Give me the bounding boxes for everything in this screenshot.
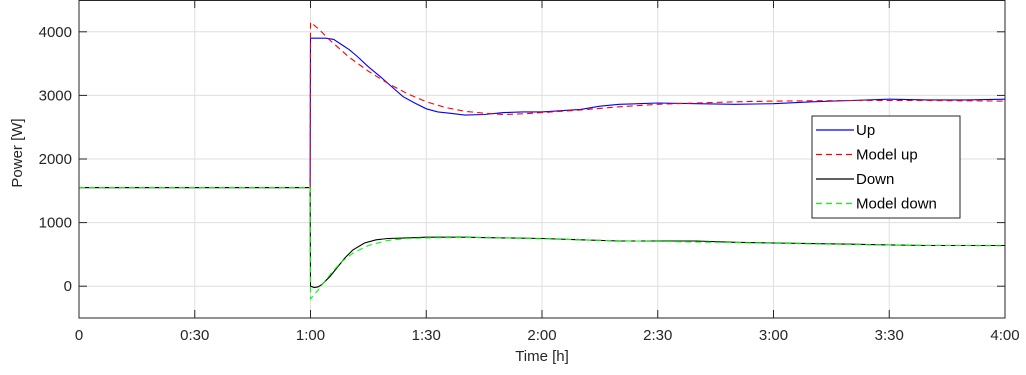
legend-label: Down bbox=[856, 171, 894, 188]
x-tick-label: 2:30 bbox=[643, 327, 672, 344]
series-layer bbox=[79, 21, 1005, 301]
x-axis-label: Time [h] bbox=[515, 348, 569, 365]
x-tick-label: 0:30 bbox=[180, 327, 209, 344]
legend-label: Up bbox=[856, 122, 875, 139]
y-tick-label: 2000 bbox=[39, 151, 72, 168]
x-tick-label: 3:00 bbox=[759, 327, 788, 344]
x-tick-label: 1:00 bbox=[296, 327, 325, 344]
grid-lines bbox=[78, 0, 1006, 318]
legend-label: Model down bbox=[856, 196, 937, 213]
legend-label: Model up bbox=[856, 147, 918, 164]
y-tick-label: 4000 bbox=[39, 24, 72, 41]
series-line-model-down bbox=[79, 187, 1005, 301]
x-tick-label: 2:00 bbox=[527, 327, 556, 344]
y-axis-label: Power [W] bbox=[9, 118, 26, 187]
y-tick-label: 0 bbox=[64, 278, 72, 295]
x-tick-label: 0 bbox=[75, 327, 83, 344]
legend: Up Model up Down Model down bbox=[811, 115, 961, 219]
x-tick-label: 3:30 bbox=[875, 327, 904, 344]
x-tick-label: 1:30 bbox=[412, 327, 441, 344]
legend-box bbox=[811, 115, 961, 219]
series-line-up bbox=[79, 37, 1005, 189]
series-line-model-up bbox=[79, 21, 1005, 189]
ticks: 0 0:30 1:00 1:30 2:00 2:30 3:00 3:30 4:00 0 1000 20… bbox=[39, 0, 1020, 344]
y-tick-label: 1000 bbox=[39, 215, 72, 232]
x-tick-label: 4:00 bbox=[990, 327, 1019, 344]
y-tick-label: 3000 bbox=[39, 87, 72, 104]
